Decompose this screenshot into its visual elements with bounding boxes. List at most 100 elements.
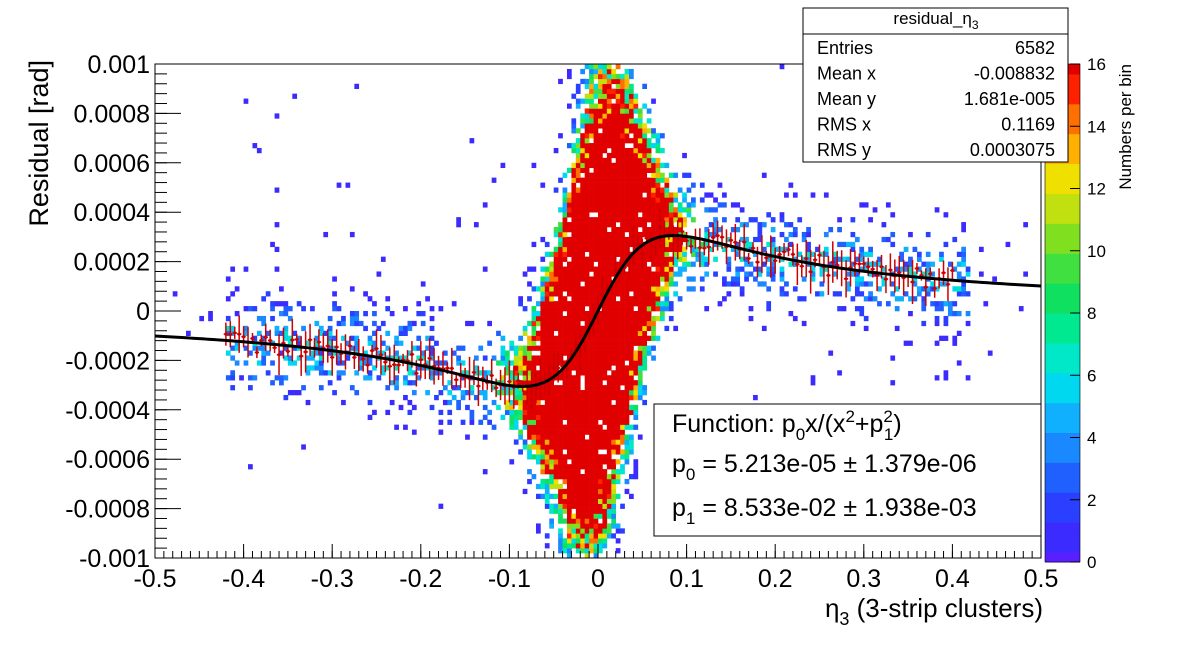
heat-cell: [403, 325, 408, 332]
heat-cell: [602, 469, 608, 475]
heat-cell: [469, 419, 475, 425]
heat-cell: [584, 197, 590, 203]
y-tick-label: 0.0002: [74, 249, 150, 277]
heat-cell: [549, 330, 554, 336]
heat-cell: [615, 192, 621, 198]
heat-cell: [518, 360, 523, 366]
heat-cell: [784, 236, 789, 243]
heat-cell: [584, 488, 590, 495]
heat-cell: [292, 330, 298, 336]
heat-cell: [584, 133, 590, 139]
heat-cell: [598, 286, 603, 292]
heat-cell: [606, 360, 612, 366]
heat-cell: [593, 350, 599, 356]
heat-cell: [566, 399, 572, 406]
heat-cell: [620, 394, 625, 401]
heat-cell: [438, 306, 444, 312]
heat-cell: [531, 370, 537, 376]
heat-cell: [429, 370, 435, 376]
heat-cell: [531, 394, 537, 401]
heat-cell: [434, 370, 439, 376]
heat-cell: [562, 251, 568, 257]
heat-cell: [735, 266, 741, 272]
heat-cell: [633, 231, 639, 238]
heat-cell: [668, 192, 674, 198]
heat-cell: [270, 315, 275, 322]
heat-cell: [686, 241, 692, 248]
profile-point: [852, 250, 858, 277]
heat-cell: [823, 192, 829, 198]
heat-cell: [566, 474, 572, 480]
heat-cell: [611, 488, 617, 495]
heat-cell: [531, 474, 537, 480]
heat-cell: [925, 251, 931, 257]
heat-cell: [637, 375, 643, 381]
heat-cell: [620, 227, 625, 233]
heat-cell: [637, 108, 643, 114]
heat-cell: [544, 251, 550, 257]
heat-cell: [624, 414, 630, 420]
heat-cell: [571, 538, 577, 544]
heat-cell: [602, 340, 608, 346]
heat-cell: [602, 73, 608, 80]
heat-cell: [451, 350, 457, 356]
heat-cell: [283, 345, 289, 351]
heat-cell: [549, 340, 554, 346]
heat-cell: [611, 335, 617, 341]
heat-cell: [766, 301, 772, 307]
heat-cell: [655, 162, 661, 169]
heat-cell: [598, 281, 603, 287]
heat-cell: [296, 340, 302, 346]
heat-cell: [912, 296, 918, 302]
heat-cell: [549, 390, 554, 396]
heat-cell: [602, 409, 608, 416]
heat-cell: [558, 454, 563, 460]
heat-cell: [549, 306, 554, 312]
heat-cell: [611, 330, 617, 336]
heat-cell: [651, 128, 656, 134]
heat-cell: [566, 404, 572, 411]
heat-cell: [562, 197, 568, 203]
heat-cell: [841, 256, 847, 262]
heat-cell: [580, 98, 586, 104]
y-axis-label: Residual [rad]: [24, 60, 54, 227]
heat-cell: [788, 261, 794, 267]
heat-cell: [327, 345, 333, 351]
heat-cell: [646, 350, 652, 356]
heat-cell: [336, 375, 342, 381]
heat-cell: [602, 143, 608, 149]
heat-cell: [611, 360, 617, 366]
heat-cell: [606, 474, 612, 480]
heat-cell: [606, 133, 612, 139]
heat-cell: [562, 345, 568, 351]
heat-cell: [553, 311, 559, 317]
heat-cell: [598, 212, 603, 218]
heat-cell: [637, 266, 643, 272]
heat-cell: [912, 271, 918, 277]
heat-cell: [877, 261, 882, 267]
heat-cell: [544, 498, 550, 504]
heat-cell: [549, 350, 554, 356]
heat-cell: [540, 478, 546, 485]
heat-cell: [394, 340, 399, 346]
heat-cell: [593, 296, 599, 302]
heat-cell: [642, 177, 648, 183]
heat-cell: [354, 340, 360, 346]
heat-cell: [296, 335, 302, 341]
heat-cell: [642, 335, 648, 341]
profile-point: [303, 331, 308, 373]
heat-cell: [513, 360, 519, 366]
x-tick-label: 0.2: [758, 565, 793, 593]
heat-cell: [682, 231, 687, 238]
profile-point: [870, 260, 875, 278]
profile-point: [236, 315, 242, 353]
heat-cell: [584, 83, 590, 89]
heat-cell: [846, 286, 851, 292]
heat-cell: [593, 227, 599, 233]
heat-cell: [766, 271, 772, 277]
heat-cell: [584, 394, 590, 401]
heat-cell: [602, 523, 608, 529]
heat-cell: [651, 133, 656, 139]
heat-cell: [575, 518, 581, 524]
heat-cell: [509, 340, 515, 346]
